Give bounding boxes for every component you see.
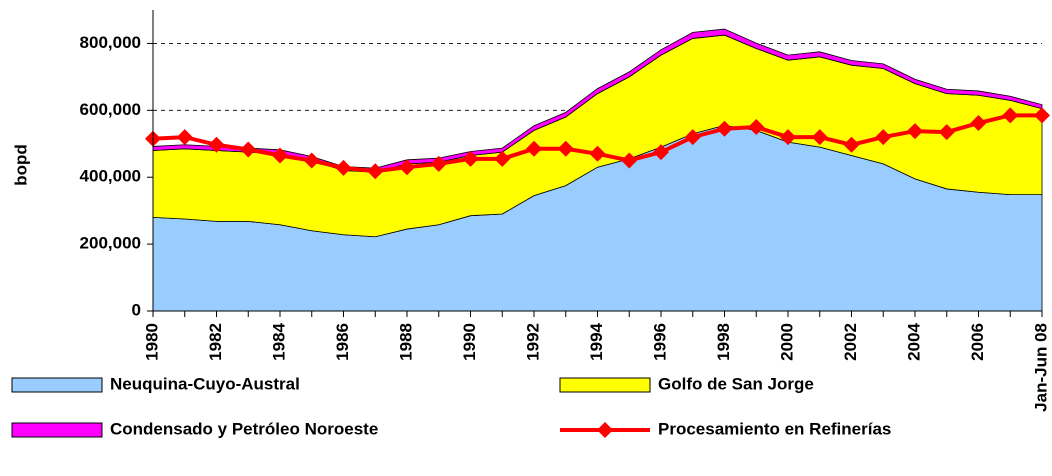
x-tick-label: 1988 bbox=[396, 323, 415, 361]
x-tick-label: 1992 bbox=[523, 323, 542, 361]
marker bbox=[843, 136, 860, 153]
x-tick-label: 1990 bbox=[460, 323, 479, 361]
y-tick-label: 400,000 bbox=[80, 167, 141, 186]
marker bbox=[557, 140, 574, 157]
marker bbox=[399, 159, 415, 176]
x-tick-label: 1980 bbox=[142, 323, 161, 361]
x-tick-label: 1982 bbox=[206, 323, 225, 361]
y-tick-label: 800,000 bbox=[80, 33, 141, 52]
x-tick-label: Jan-Jun 08 bbox=[1031, 323, 1050, 412]
y-tick-label: 200,000 bbox=[80, 234, 141, 253]
marker bbox=[684, 129, 701, 146]
marker bbox=[589, 145, 606, 162]
marker bbox=[716, 120, 733, 137]
legend-label: Golfo de San Jorge bbox=[658, 374, 814, 393]
marker bbox=[176, 129, 193, 146]
marker bbox=[653, 144, 669, 161]
marker bbox=[938, 124, 955, 141]
marker bbox=[970, 115, 987, 132]
marker bbox=[780, 129, 796, 146]
x-tick-label: 1998 bbox=[714, 323, 733, 361]
y-tick-label: 0 bbox=[132, 300, 141, 319]
legend-label: Neuquina-Cuyo-Austral bbox=[110, 374, 300, 393]
x-tick-label: 2000 bbox=[777, 323, 796, 361]
marker bbox=[1034, 107, 1050, 124]
marker bbox=[907, 123, 923, 140]
marker bbox=[621, 152, 638, 169]
x-tick-label: 2006 bbox=[968, 323, 987, 361]
marker bbox=[748, 119, 765, 136]
marker bbox=[303, 152, 320, 169]
marker bbox=[240, 141, 257, 158]
marker bbox=[335, 159, 352, 176]
x-tick-label: 1994 bbox=[587, 322, 606, 360]
x-tick-label: 1984 bbox=[269, 322, 288, 360]
marker bbox=[462, 150, 479, 167]
y-axis-label: bopd bbox=[11, 144, 30, 186]
marker bbox=[494, 150, 511, 167]
x-tick-label: 1986 bbox=[333, 323, 352, 361]
legend-swatch bbox=[11, 422, 103, 438]
y-tick-label: 600,000 bbox=[80, 100, 141, 119]
marker bbox=[526, 140, 542, 157]
marker bbox=[811, 129, 828, 146]
legend-label: Procesamiento en Refinerías bbox=[658, 419, 891, 438]
legend-swatch bbox=[11, 377, 103, 393]
marker bbox=[272, 147, 288, 164]
marker bbox=[208, 136, 225, 153]
legend-label: Condensado y Petróleo Noroeste bbox=[110, 419, 378, 438]
x-tick-label: 1996 bbox=[650, 323, 669, 361]
x-tick-label: 2002 bbox=[841, 323, 860, 361]
marker bbox=[875, 129, 892, 146]
marker bbox=[430, 155, 447, 172]
x-tick-label: 2004 bbox=[904, 322, 923, 360]
legend-swatch bbox=[559, 377, 651, 393]
marker bbox=[1002, 107, 1019, 124]
marker bbox=[367, 163, 384, 180]
legend-marker bbox=[597, 422, 613, 438]
